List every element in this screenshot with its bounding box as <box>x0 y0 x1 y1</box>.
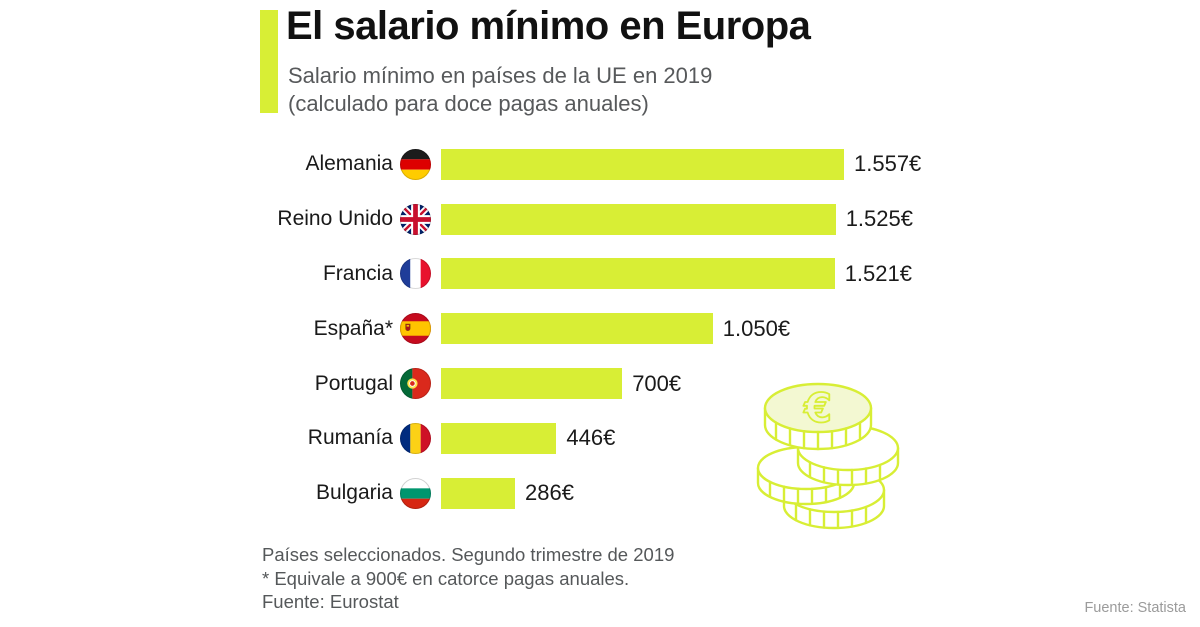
flag-germany-icon <box>400 148 431 180</box>
flag-bulgaria-icon <box>400 477 431 509</box>
flag-france-icon <box>400 258 431 290</box>
bar-chart: Alemania 1.557€ Reino Unido <box>250 137 1150 521</box>
page-title: El salario mínimo en Europa <box>286 4 811 48</box>
bar-row-espana: España* 1.050€ <box>250 301 1150 356</box>
footnote-line-2: * Equivale a 900€ en catorce pagas anual… <box>262 567 630 589</box>
bar-row-bulgaria: Bulgaria 286€ <box>250 466 1150 521</box>
bar <box>441 368 623 400</box>
country-label: Francia <box>322 261 393 285</box>
value-label: 1.557€ <box>854 151 922 177</box>
value-label: 700€ <box>632 370 682 396</box>
value-label: 1.050€ <box>722 315 791 341</box>
country-label: España* <box>313 316 393 340</box>
bar-row-portugal: Portugal 700€ <box>250 356 1150 411</box>
subtitle-line-1: Salario mínimo en países de la UE en 201… <box>288 63 713 88</box>
footnote: Países seleccionados. Segundo trimestre … <box>262 543 674 614</box>
footnote-line-1: Países seleccionados. Segundo trimestre … <box>262 544 675 565</box>
euro-sign-glyph: € <box>803 386 832 432</box>
flag-united-kingdom-icon <box>400 203 431 235</box>
flag-romania-icon <box>400 422 431 454</box>
bar-row-rumania: Rumanía 446€ <box>250 411 1150 466</box>
bar <box>441 203 836 235</box>
bar <box>441 313 713 345</box>
subtitle: Salario mínimo en países de la UE en 201… <box>288 62 712 118</box>
subtitle-line-2: (calculado para doce pagas anuales) <box>288 91 649 116</box>
source-statista: Fuente: Statista <box>1084 600 1186 616</box>
country-label: Alemania <box>305 152 393 176</box>
bar <box>441 148 844 180</box>
bar <box>441 477 515 509</box>
value-label: 1.521€ <box>844 260 912 286</box>
bar <box>441 422 557 454</box>
country-label: Reino Unido <box>277 207 393 231</box>
euro-coins-icon: € <box>756 382 900 530</box>
country-label: Portugal <box>314 371 393 395</box>
bar-row-alemania: Alemania 1.557€ <box>250 137 1150 192</box>
accent-bar <box>260 10 278 113</box>
country-label: Rumanía <box>307 426 393 450</box>
footnote-line-3: Fuente: Eurostat <box>262 591 399 612</box>
flag-portugal-icon <box>400 368 431 400</box>
bar-row-reino-unido: Reino Unido 1.525€ <box>250 192 1150 247</box>
value-label: 446€ <box>566 425 616 451</box>
country-label: Bulgaria <box>315 481 393 505</box>
value-label: 1.525€ <box>845 206 913 232</box>
value-label: 286€ <box>525 480 574 506</box>
flag-spain-icon <box>400 313 431 345</box>
bar-row-francia: Francia 1.521€ <box>250 247 1150 302</box>
bar <box>441 258 835 290</box>
